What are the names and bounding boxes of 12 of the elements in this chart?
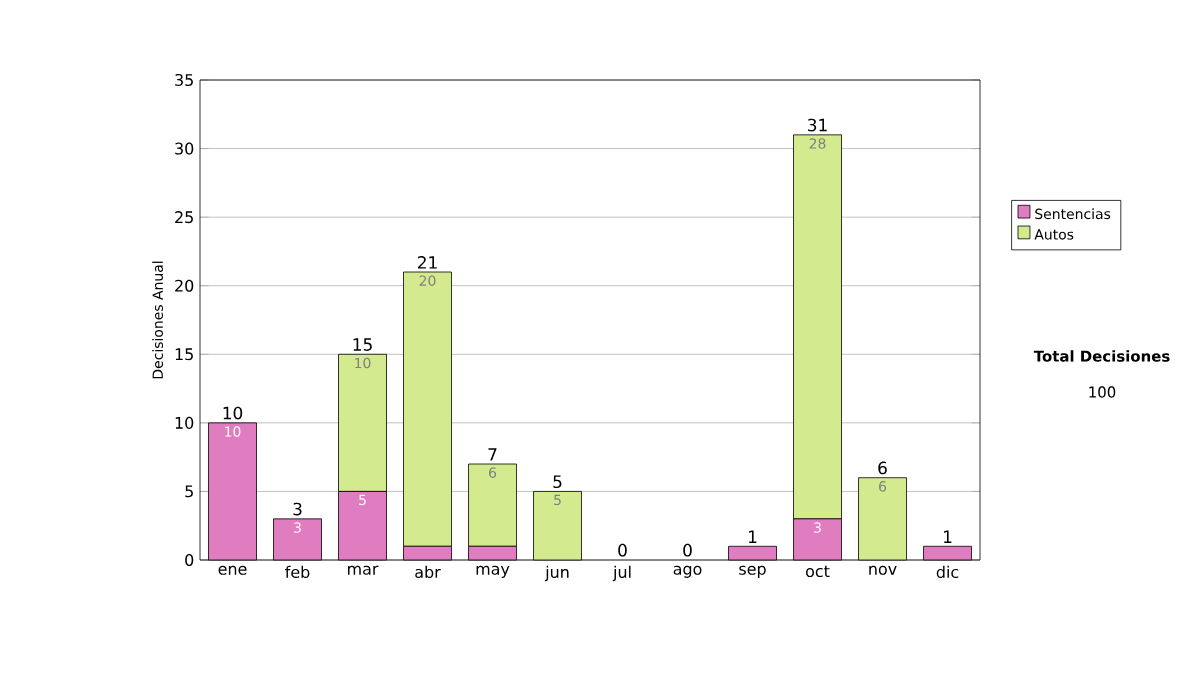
total-label: 7	[488, 448, 497, 461]
total-label: 1	[944, 530, 952, 543]
total-label: 5	[553, 475, 562, 489]
total-label: 31	[808, 118, 827, 132]
total-label: 3	[293, 502, 302, 516]
total-label: 21	[417, 256, 437, 269]
total-label: 6	[878, 461, 887, 475]
total-label: 1	[749, 530, 757, 543]
total-label: 10	[223, 406, 243, 420]
total-label: 15	[353, 338, 372, 351]
total-label: 0	[683, 543, 692, 557]
total-label: 0	[618, 543, 627, 557]
